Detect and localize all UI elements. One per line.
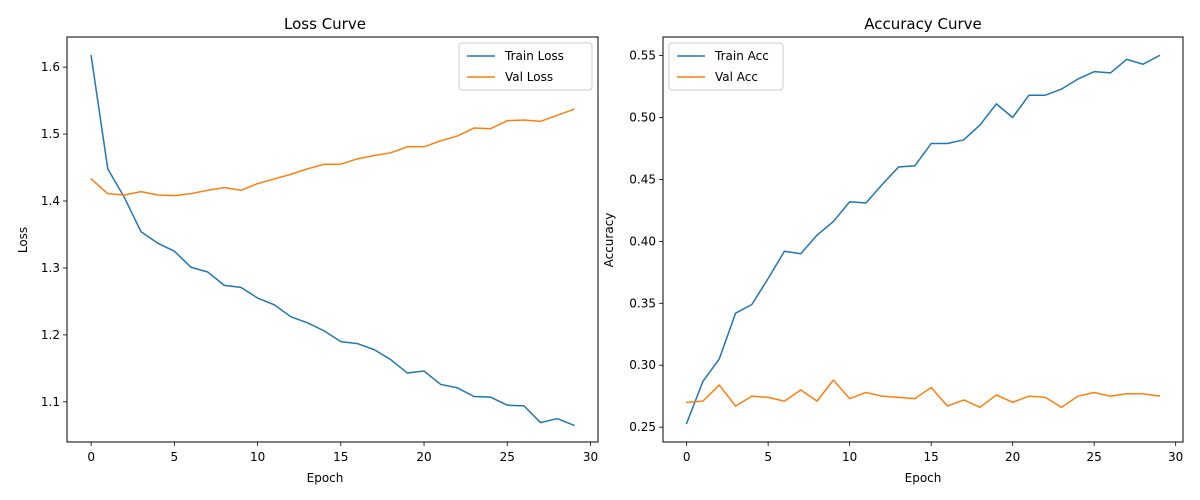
accuracy-legend-train-label: Train Acc: [714, 49, 769, 63]
loss-x-tick-label: 15: [333, 450, 348, 464]
loss-y-tick-label: 1.5: [41, 127, 60, 141]
loss-y-axis-label: Loss: [16, 227, 30, 253]
accuracy-legend-val-label: Val Acc: [715, 70, 758, 84]
loss-x-tick-label: 30: [583, 450, 598, 464]
loss-x-tick-label: 5: [171, 450, 179, 464]
loss-legend-val-label: Val Loss: [505, 70, 553, 84]
loss-y-tick-label: 1.6: [41, 60, 60, 74]
loss-y-tick-label: 1.3: [41, 261, 60, 275]
accuracy-series-val-acc-line: [685, 379, 1161, 409]
loss-x-axis: 0 5 10 15 20 25 30: [87, 442, 598, 464]
accuracy-y-tick-label: 0.50: [629, 111, 656, 125]
loss-series-val-loss-line: [90, 108, 575, 197]
accuracy-x-tick-label: 5: [764, 450, 772, 464]
loss-y-tick-label: 1.4: [41, 194, 60, 208]
accuracy-plot-area: [685, 54, 1161, 425]
accuracy-x-axis: 0 5 10 15 20 25 30: [683, 442, 1183, 464]
loss-y-tick-label: 1.1: [41, 395, 60, 409]
loss-x-axis-label: Epoch: [307, 471, 344, 485]
accuracy-y-axis-label: Accuracy: [602, 213, 616, 268]
accuracy-chart-panel: Accuracy Curve 0 5 10 15 20 25 30 0.25 0.30 0.35…: [602, 15, 1184, 485]
loss-chart-panel: Loss Curve 0 5 10 15 20 25 30 1.11.21.31.41.51…: [16, 15, 599, 485]
accuracy-legend-box: [668, 42, 784, 91]
loss-x-tick-label: 20: [416, 450, 431, 464]
accuracy-y-axis: 0.25 0.30 0.35 0.40 0.45 0.50 0.55: [629, 49, 663, 434]
accuracy-plot-frame: [662, 36, 1184, 443]
accuracy-y-tick-label: 0.45: [629, 172, 656, 186]
loss-y-tick-label: 1.2: [41, 328, 60, 342]
accuracy-x-tick-label: 30: [1168, 450, 1183, 464]
accuracy-y-tick-label: 0.25: [629, 420, 656, 434]
accuracy-y-tick-label: 0.30: [629, 358, 656, 372]
accuracy-legend: Train Acc Val Acc: [668, 42, 784, 91]
loss-x-tick-label: 10: [250, 450, 265, 464]
accuracy-x-tick-label: 20: [1005, 450, 1020, 464]
accuracy-x-tick-label: 0: [683, 450, 691, 464]
accuracy-x-tick-label: 15: [924, 450, 939, 464]
loss-legend: Train Loss Val Loss: [458, 42, 593, 91]
accuracy-series-train-acc-line: [685, 54, 1161, 425]
loss-y-axis: 1.1 1.2 1.3 1.4 1.5 1.6: [41, 60, 67, 409]
loss-x-tick-label: 0: [87, 450, 95, 464]
loss-x-tick-label: 25: [500, 450, 515, 464]
loss-plot-frame: [66, 36, 599, 443]
loss-legend-box: [458, 42, 593, 91]
accuracy-x-tick-label: 10: [842, 450, 857, 464]
accuracy-x-tick-label: 25: [1087, 450, 1102, 464]
accuracy-y-tick-label: 0.40: [629, 234, 656, 248]
accuracy-chart-title: Accuracy Curve: [864, 15, 982, 33]
loss-plot-area: [90, 54, 575, 427]
loss-series-train-loss-line: [90, 54, 575, 427]
loss-legend-train-label: Train Loss: [504, 49, 564, 63]
accuracy-y-tick-label: 0.35: [629, 296, 656, 310]
accuracy-x-axis-label: Epoch: [905, 471, 942, 485]
accuracy-y-tick-label: 0.55: [629, 49, 656, 63]
loss-chart-title: Loss Curve: [284, 15, 366, 33]
